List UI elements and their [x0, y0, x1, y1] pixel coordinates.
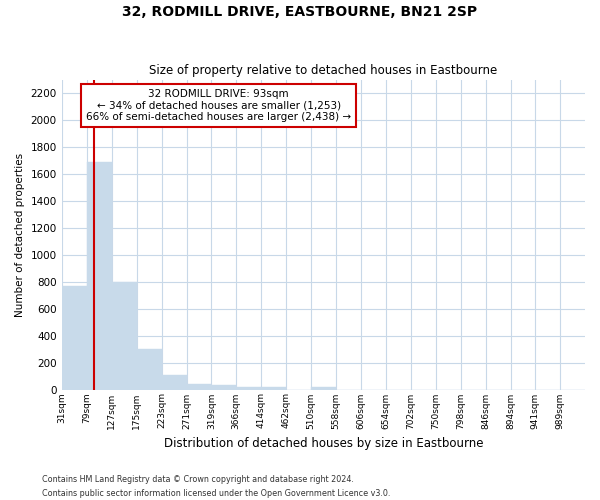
Title: Size of property relative to detached houses in Eastbourne: Size of property relative to detached ho… [149, 64, 497, 77]
Y-axis label: Number of detached properties: Number of detached properties [15, 152, 25, 316]
Bar [311, 386, 336, 390]
Bar [86, 162, 112, 390]
Bar [261, 386, 286, 390]
Bar [137, 349, 161, 390]
Bar [161, 374, 187, 390]
Bar [112, 282, 137, 390]
Text: 32 RODMILL DRIVE: 93sqm
← 34% of detached houses are smaller (1,253)
66% of semi: 32 RODMILL DRIVE: 93sqm ← 34% of detache… [86, 89, 351, 122]
Text: Contains HM Land Registry data © Crown copyright and database right 2024.
Contai: Contains HM Land Registry data © Crown c… [42, 476, 391, 498]
Text: 32, RODMILL DRIVE, EASTBOURNE, BN21 2SP: 32, RODMILL DRIVE, EASTBOURNE, BN21 2SP [122, 5, 478, 19]
Bar [211, 385, 236, 390]
Bar [236, 386, 261, 390]
Bar [62, 286, 86, 390]
X-axis label: Distribution of detached houses by size in Eastbourne: Distribution of detached houses by size … [164, 437, 483, 450]
Bar [187, 384, 211, 390]
